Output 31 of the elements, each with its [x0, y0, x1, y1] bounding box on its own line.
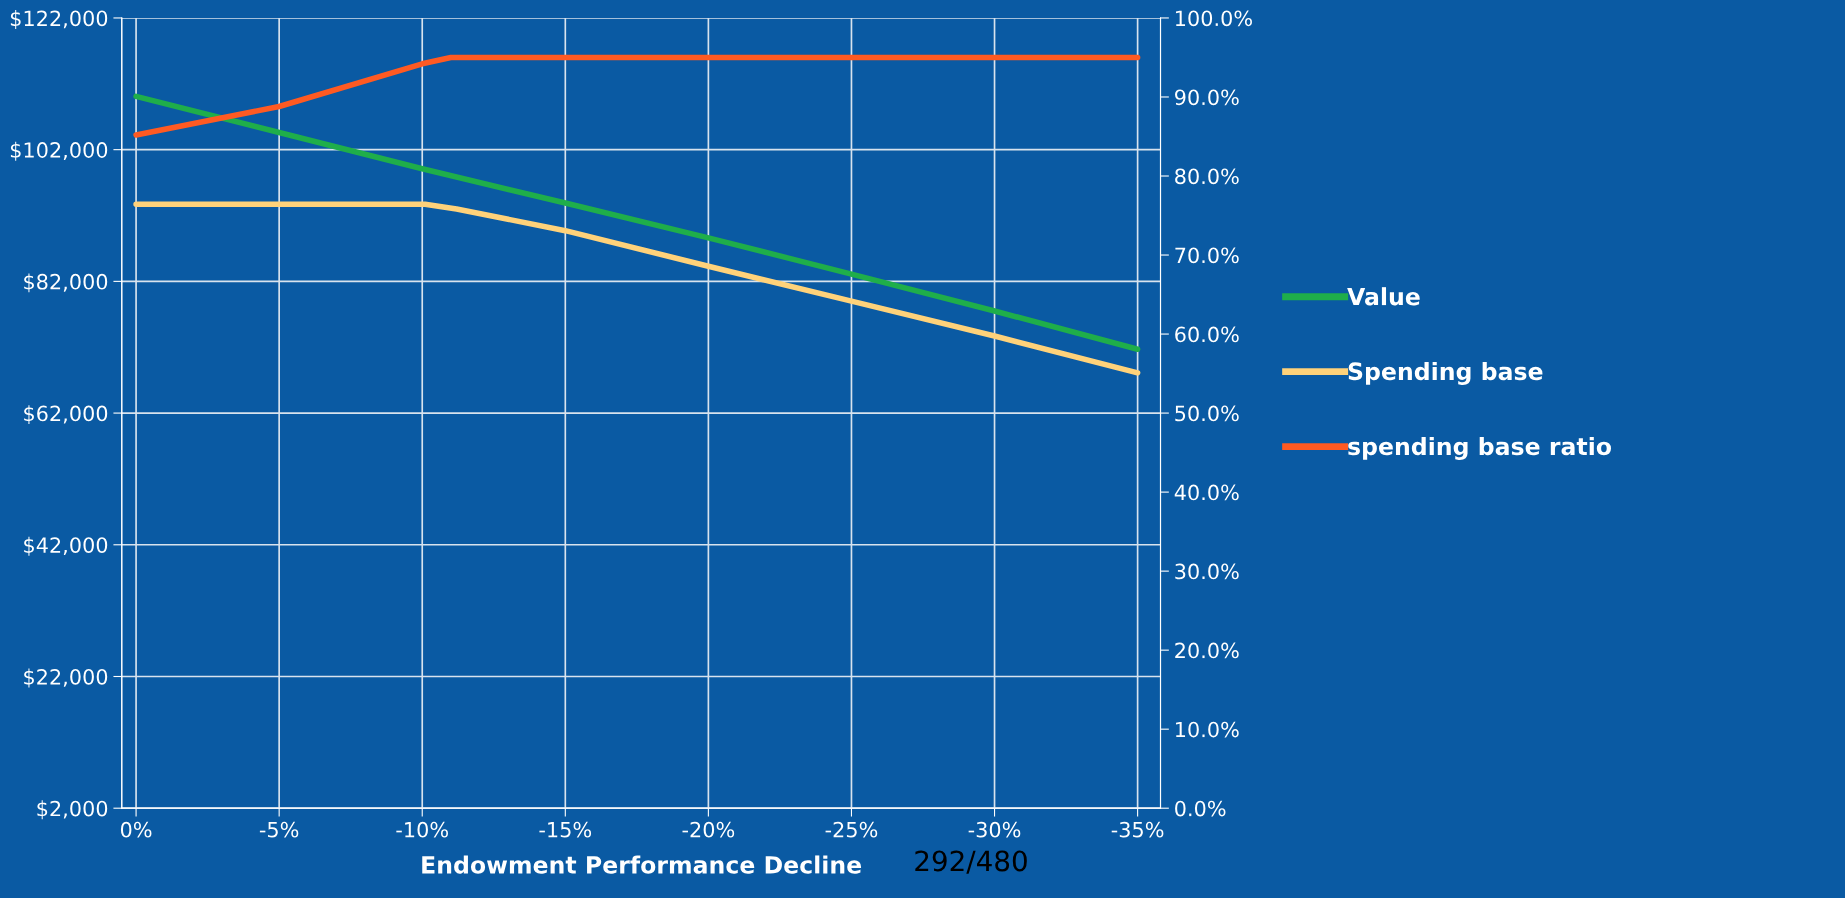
y2-tick-label: 60.0%: [1175, 326, 1239, 343]
x-tick-label: 0%: [120, 821, 152, 838]
x-tick-label: -30%: [968, 821, 1021, 838]
y-tick-label: $62,000: [24, 405, 108, 425]
x-axis-title: Endowment Performance Decline: [422, 855, 862, 874]
y2-tick-label: 40.0%: [1174, 484, 1239, 501]
y2-tick-label: 10.0%: [1175, 721, 1239, 738]
y2-tick-label: 30.0%: [1175, 563, 1239, 580]
x-tick-label: -35%: [1111, 821, 1164, 838]
legend-label: Spending base: [1348, 361, 1543, 385]
y2-tick-label: 80.0%: [1175, 168, 1239, 185]
x-tick-label: -15%: [539, 821, 592, 838]
y2-tick-label: 90.0%: [1175, 89, 1239, 106]
y-tick-label: $42,000: [24, 536, 108, 556]
y2-tick-label: 100.0%: [1175, 10, 1252, 27]
y2-tick-label: 0.0%: [1175, 800, 1226, 817]
legend-label: Value: [1347, 287, 1420, 306]
y2-tick-label: 50.0%: [1175, 405, 1239, 422]
legend-label: spending base ratio: [1348, 436, 1612, 460]
y2-tick-label: 20.0%: [1175, 642, 1239, 659]
y2-tick-label: 70.0%: [1175, 247, 1239, 264]
x-tick-label: -10%: [396, 821, 448, 838]
text: 292/480: [915, 850, 1027, 874]
y-tick-label: $22,000: [24, 668, 108, 688]
x-tick-label: -25%: [825, 821, 878, 838]
y-tick-label: $2,000: [37, 800, 108, 820]
y-tick-label: $102,000: [10, 141, 108, 161]
y-tick-label: $122,000: [10, 10, 108, 29]
y-tick-label: $82,000: [24, 273, 108, 293]
x-tick-label: -5%: [259, 821, 299, 838]
x-tick-label: -20%: [682, 821, 735, 838]
